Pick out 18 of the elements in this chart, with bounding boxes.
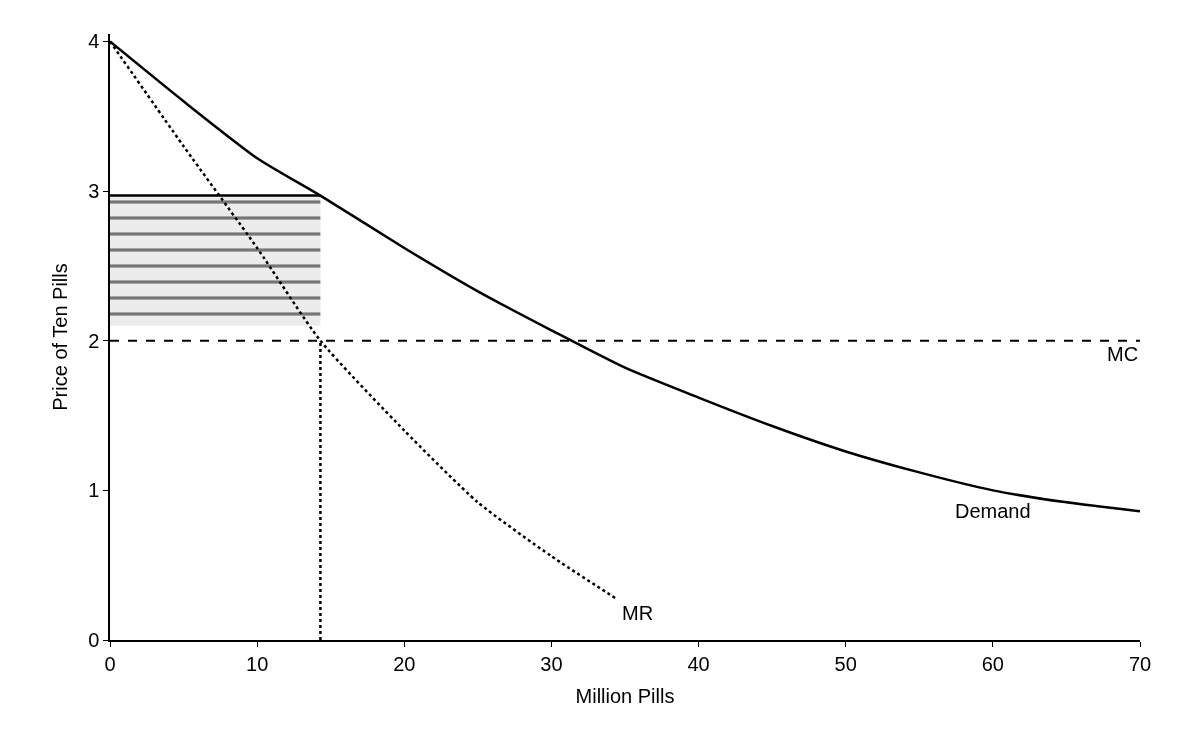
y-tick-label: 2 [88,329,100,352]
x-tick-label: 50 [834,652,857,675]
x-tick-label: 10 [246,652,269,675]
x-tick-label: 70 [1128,652,1152,675]
x-tick-label: 60 [981,652,1004,675]
ref-line-label: MC [1107,343,1139,365]
y-axis-title: Price of Ten Pills [49,263,72,411]
x-tick-label: 30 [540,652,563,675]
series-label: Demand [955,500,1031,522]
x-tick-label: 20 [393,652,416,675]
y-tick-label: 1 [88,479,100,502]
y-tick-label: 0 [88,629,100,651]
x-tick-label: 40 [687,652,710,675]
x-axis-title: Million Pills [575,684,675,707]
y-tick-label: 3 [88,180,100,203]
x-tick-label: 0 [104,652,116,675]
series-label: MR [622,602,654,624]
y-tick-label: 4 [88,30,100,53]
